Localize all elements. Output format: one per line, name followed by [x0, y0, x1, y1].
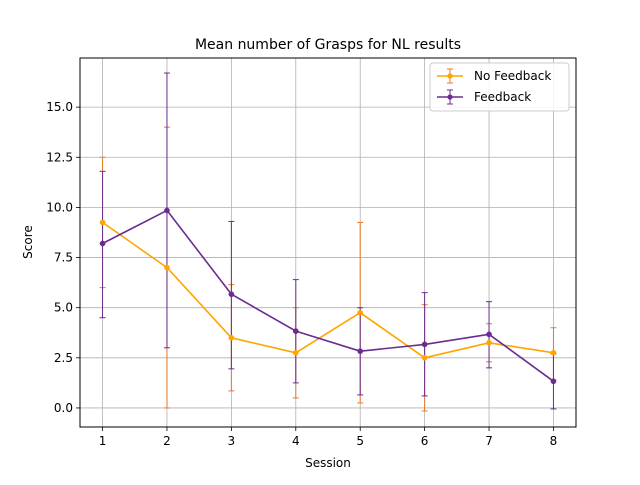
legend-frame [429, 62, 570, 112]
no-feedback-data-point [550, 349, 557, 356]
no-feedback-data-point [421, 354, 428, 361]
x-axis-label: Session [305, 456, 351, 470]
x-tick-label: 5 [356, 434, 364, 448]
x-tick-label: 3 [228, 434, 236, 448]
legend-feedback-label: Feedback [474, 90, 531, 104]
x-tick-label: 4 [292, 434, 300, 448]
feedback-data-point [292, 328, 299, 334]
feedback-data-point [421, 341, 428, 348]
no-feedback-data-point [228, 334, 235, 341]
y-tick-label: 0.0 [54, 401, 73, 415]
y-tick-label: 5.0 [54, 301, 73, 315]
chart-title: Mean number of Grasps for NL results [195, 37, 461, 53]
legend-feedback-marker [447, 94, 453, 100]
grid-layer [80, 58, 576, 427]
feedback-data-point [228, 291, 235, 298]
no-feedback-data-point [99, 219, 106, 226]
legend: No Feedback Feedback [429, 62, 570, 112]
legend-items: No Feedback Feedback [437, 68, 551, 105]
legend-no-feedback-marker [447, 73, 453, 79]
x-tick-label: 8 [550, 434, 558, 448]
y-tick-label: 15.0 [46, 100, 73, 114]
feedback-data-point [99, 240, 106, 247]
no-feedback-data-point [486, 339, 492, 346]
x-tick-label: 7 [485, 434, 493, 448]
tick-layer: 1 2 3 4 5 6 7 8 0.0 2.5 5.0 7.5 10.0 12.5 15.0 [46, 100, 557, 448]
feedback-data-point [486, 331, 492, 338]
feedback-series-line [102, 209, 554, 382]
y-axis-label: Score [21, 225, 35, 259]
x-tick-label: 2 [163, 434, 171, 448]
no-feedback-data-point [357, 309, 364, 316]
y-tick-label: 12.5 [46, 150, 73, 164]
no-feedback-series-line [102, 221, 554, 359]
y-tick-label: 10.0 [46, 200, 73, 214]
y-tick-label: 7.5 [54, 251, 73, 265]
no-feedback-data-point [292, 349, 299, 356]
legend-no-feedback-label: No Feedback [474, 69, 551, 83]
feedback-data-point [550, 378, 557, 385]
feedback-data-point [357, 348, 364, 355]
x-tick-label: 6 [421, 434, 429, 448]
y-tick-label: 2.5 [54, 351, 73, 365]
no-feedback-data-point [164, 264, 170, 271]
feedback-data-point [164, 207, 170, 214]
series-layer [99, 207, 557, 385]
x-tick-label: 1 [99, 434, 107, 448]
plot-frame [79, 57, 577, 428]
